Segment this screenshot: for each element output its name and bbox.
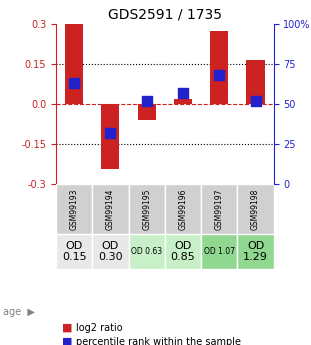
FancyBboxPatch shape — [165, 234, 201, 269]
Bar — [101, 104, 119, 169]
Point — [253, 98, 258, 104]
Text: OD 1.07: OD 1.07 — [204, 247, 235, 256]
Text: ■: ■ — [62, 337, 73, 345]
Title: GDS2591 / 1735: GDS2591 / 1735 — [108, 8, 222, 22]
Point — [144, 98, 149, 104]
Text: GSM99193: GSM99193 — [70, 188, 79, 230]
Point — [108, 130, 113, 136]
Text: age  ▶: age ▶ — [3, 307, 35, 317]
Text: GSM99195: GSM99195 — [142, 188, 151, 230]
FancyBboxPatch shape — [56, 184, 92, 234]
Text: GSM99196: GSM99196 — [179, 188, 188, 230]
FancyBboxPatch shape — [237, 234, 274, 269]
Bar — [137, 104, 156, 120]
Point — [217, 72, 222, 78]
Bar — [210, 31, 228, 104]
Point — [72, 81, 77, 86]
Text: GSM99198: GSM99198 — [251, 188, 260, 230]
FancyBboxPatch shape — [128, 184, 165, 234]
Text: OD
0.30: OD 0.30 — [98, 241, 123, 263]
Text: GSM99197: GSM99197 — [215, 188, 224, 230]
FancyBboxPatch shape — [201, 184, 237, 234]
Text: OD
0.85: OD 0.85 — [171, 241, 195, 263]
Bar — [246, 60, 265, 104]
Text: OD
1.29: OD 1.29 — [243, 241, 268, 263]
FancyBboxPatch shape — [56, 234, 92, 269]
FancyBboxPatch shape — [165, 184, 201, 234]
FancyBboxPatch shape — [237, 184, 274, 234]
Bar — [174, 99, 192, 104]
FancyBboxPatch shape — [92, 234, 128, 269]
FancyBboxPatch shape — [128, 234, 165, 269]
Text: GSM99194: GSM99194 — [106, 188, 115, 230]
Text: percentile rank within the sample: percentile rank within the sample — [76, 337, 241, 345]
Bar — [65, 24, 83, 104]
Text: ■: ■ — [62, 323, 73, 333]
FancyBboxPatch shape — [92, 184, 128, 234]
Text: OD
0.15: OD 0.15 — [62, 241, 86, 263]
Text: log2 ratio: log2 ratio — [76, 323, 123, 333]
Text: OD 0.63: OD 0.63 — [131, 247, 162, 256]
Point — [180, 90, 185, 96]
FancyBboxPatch shape — [201, 234, 237, 269]
